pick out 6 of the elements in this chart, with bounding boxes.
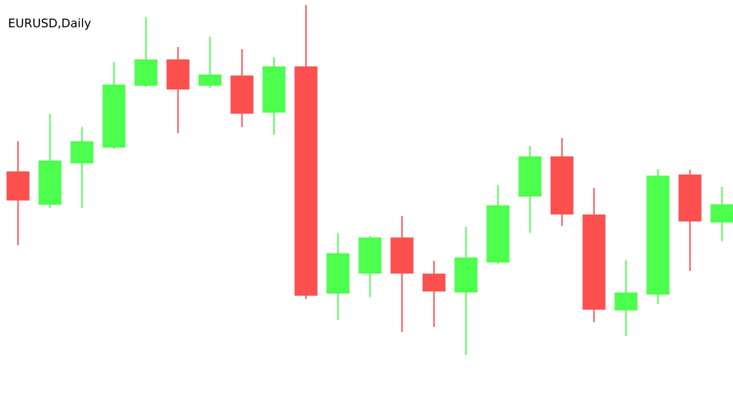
- candlestick: [70, 126, 94, 209]
- candlestick: [422, 260, 446, 328]
- candlestick: [198, 36, 222, 89]
- candlestick: [710, 186, 733, 242]
- candlestick: [614, 259, 638, 337]
- text: EURUSD,Daily: [9, 18, 91, 30]
